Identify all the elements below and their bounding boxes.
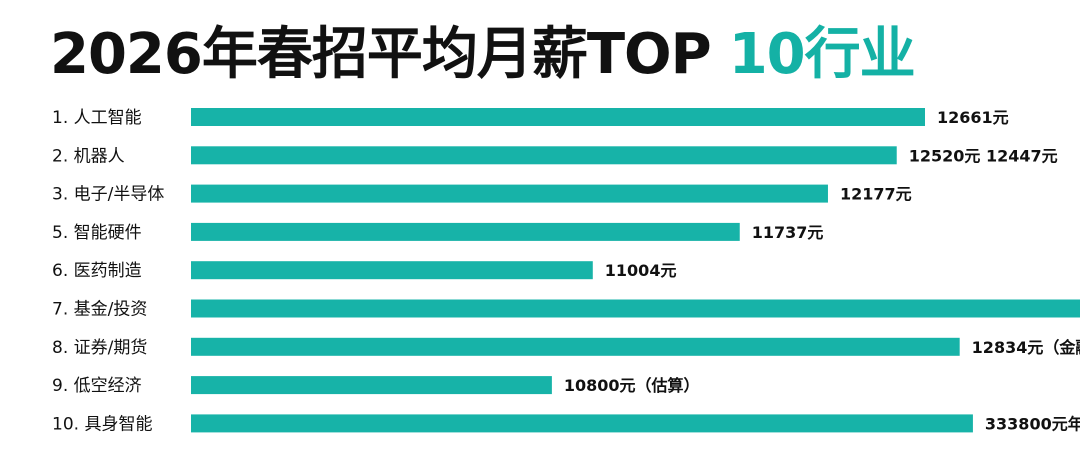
category-label: 7. 基金/投资 [52,300,147,320]
category-label: 10. 具身智能 [52,414,152,434]
value-label: 12834元（金融单独算） [972,338,1080,357]
value-label: 12520元 12447元 [909,146,1058,165]
chart-title: 2026年春招平均月薪TOP 10行业 [50,20,916,90]
category-label: 1. 人工智能 [52,108,142,128]
chart-title-main: 2026年春招平均月薪TOP [50,22,712,87]
bar [191,146,897,165]
category-label: 2. 机器人 [52,146,125,166]
value-label: 12177元 [840,185,912,204]
category-label: 9. 低空经济 [52,376,142,396]
bar [191,184,828,203]
category-label: 6. 医药制造 [52,261,142,281]
bar [191,222,740,241]
value-label: 11004元 [605,261,677,280]
bar [191,414,973,433]
category-label: 5. 智能硬件 [52,223,142,243]
value-label: 12661元 [937,108,1009,127]
category-label: 3. 电子/半导体 [52,185,164,205]
bar [191,337,960,356]
category-label: 8. 证券/期货 [52,338,147,358]
value-label: 10800元（估算） [564,376,700,395]
value-label: 333800元年薪（按年算的） [985,414,1080,433]
chart-title-accent: 10行业 [728,22,916,87]
bar [191,376,552,395]
bar [191,108,925,126]
value-label: 11737元 [752,223,824,242]
bar [191,299,1080,318]
bar [191,261,593,280]
